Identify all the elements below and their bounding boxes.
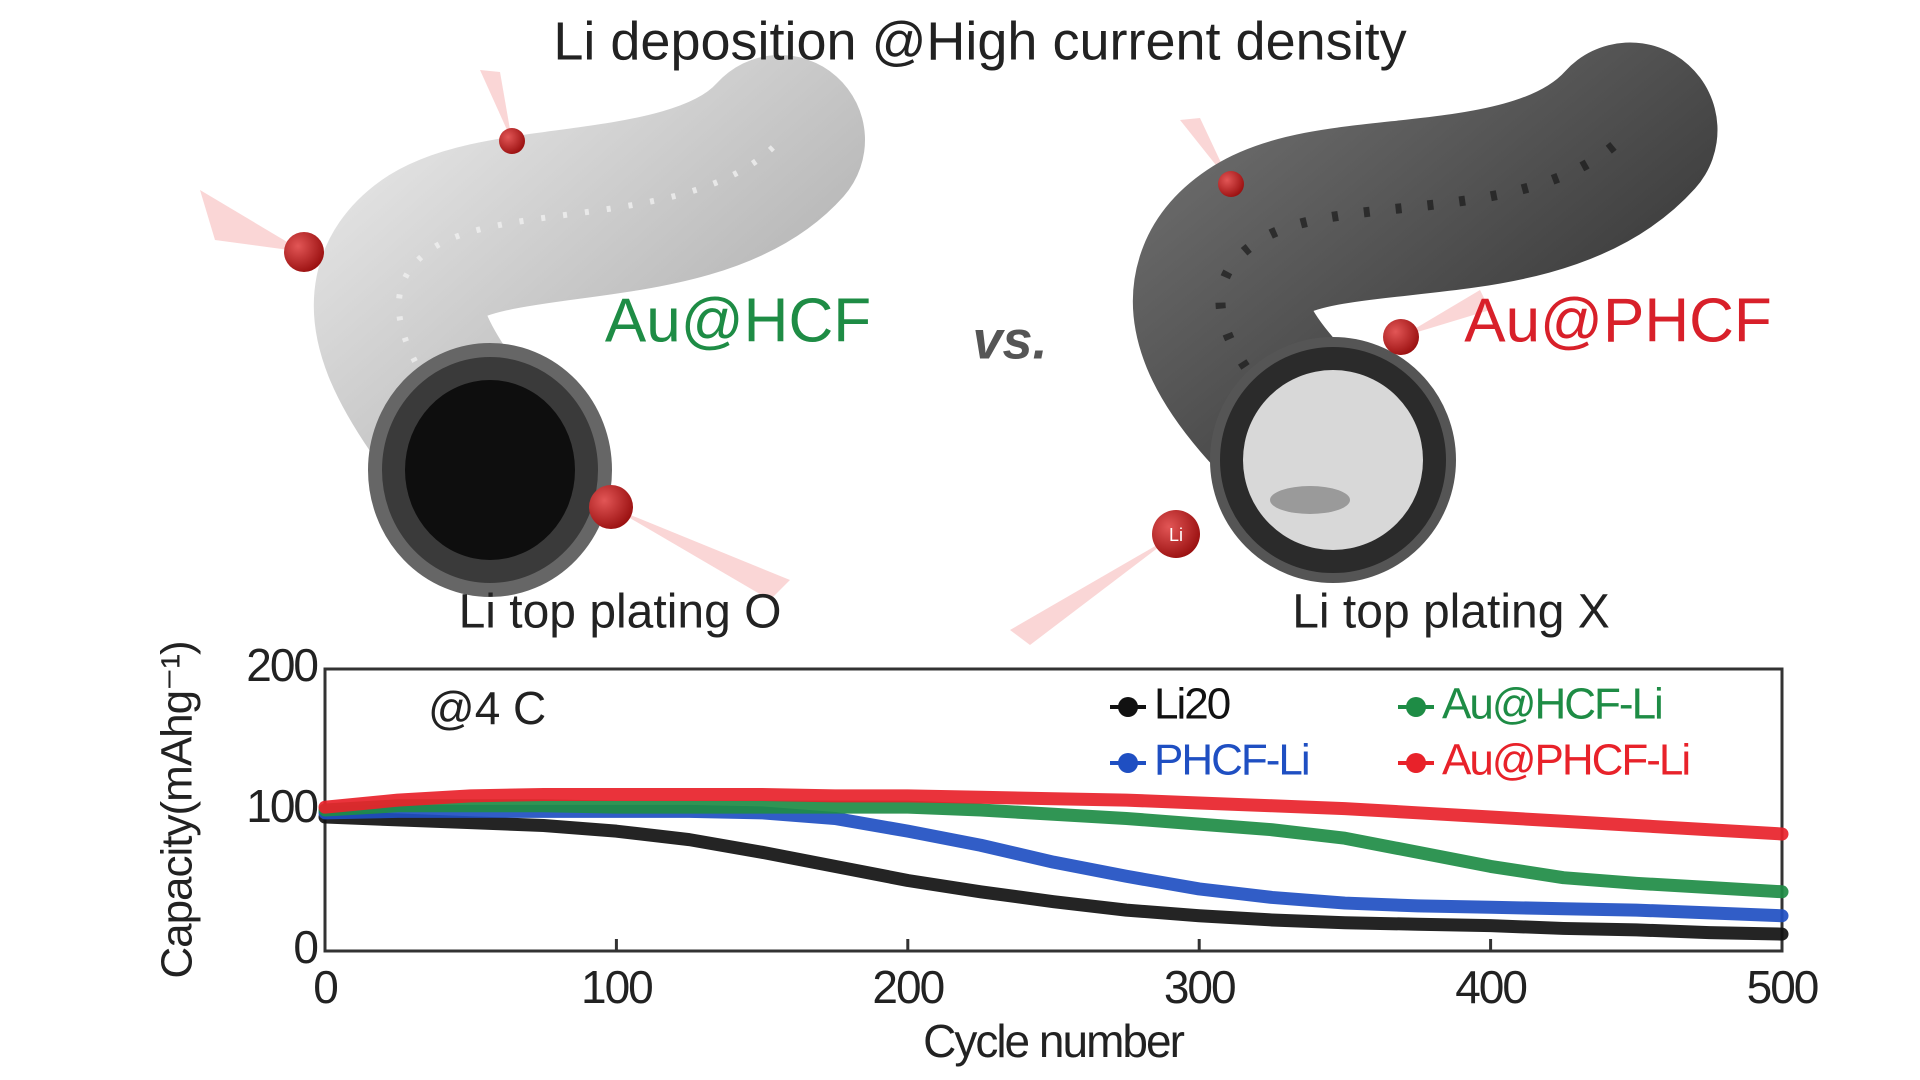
series-line: [318, 799, 1789, 899]
x-axis-label: Cycle number: [923, 1015, 1184, 1067]
x-tick-label: 100: [581, 961, 652, 1013]
title: Li deposition @High current density: [553, 11, 1406, 71]
legend-marker: [1406, 697, 1426, 717]
illustration-label: Au@HCF: [605, 286, 871, 355]
y-axis-label: Capacity(mAhg⁻¹): [153, 641, 202, 978]
comparison: vs.: [972, 310, 1047, 370]
x-tick-label: 0: [313, 961, 337, 1013]
x-tick-label: 200: [872, 961, 943, 1013]
legend-label: Au@HCF-Li: [1442, 680, 1662, 729]
illustration-right: [1010, 42, 1718, 645]
x-tick-label: 500: [1747, 961, 1818, 1013]
legend-marker: [1406, 753, 1426, 773]
x-tick-label: 300: [1164, 961, 1235, 1013]
series-line: [318, 787, 1789, 841]
legend-marker: [1118, 697, 1138, 717]
legend-label: PHCF-Li: [1154, 736, 1309, 785]
illustration-caption: Li top plating X: [1292, 586, 1610, 639]
y-tick-label: 0: [293, 921, 317, 973]
illustration-caption: Li top plating O: [459, 586, 782, 639]
illustration-left: [200, 55, 865, 600]
x-tick-label: 400: [1455, 961, 1526, 1013]
ion-label: Li: [1169, 525, 1183, 545]
y-tick-label: 100: [246, 780, 317, 832]
legend-label: Li20: [1154, 680, 1230, 729]
annotation: @4 C: [428, 682, 546, 734]
illustration-label: Au@PHCF: [1464, 286, 1772, 355]
legend-label: Au@PHCF-Li: [1442, 736, 1689, 785]
y-tick-label: 200: [246, 639, 317, 691]
series-line: [318, 810, 1789, 941]
legend-marker: [1118, 753, 1138, 773]
